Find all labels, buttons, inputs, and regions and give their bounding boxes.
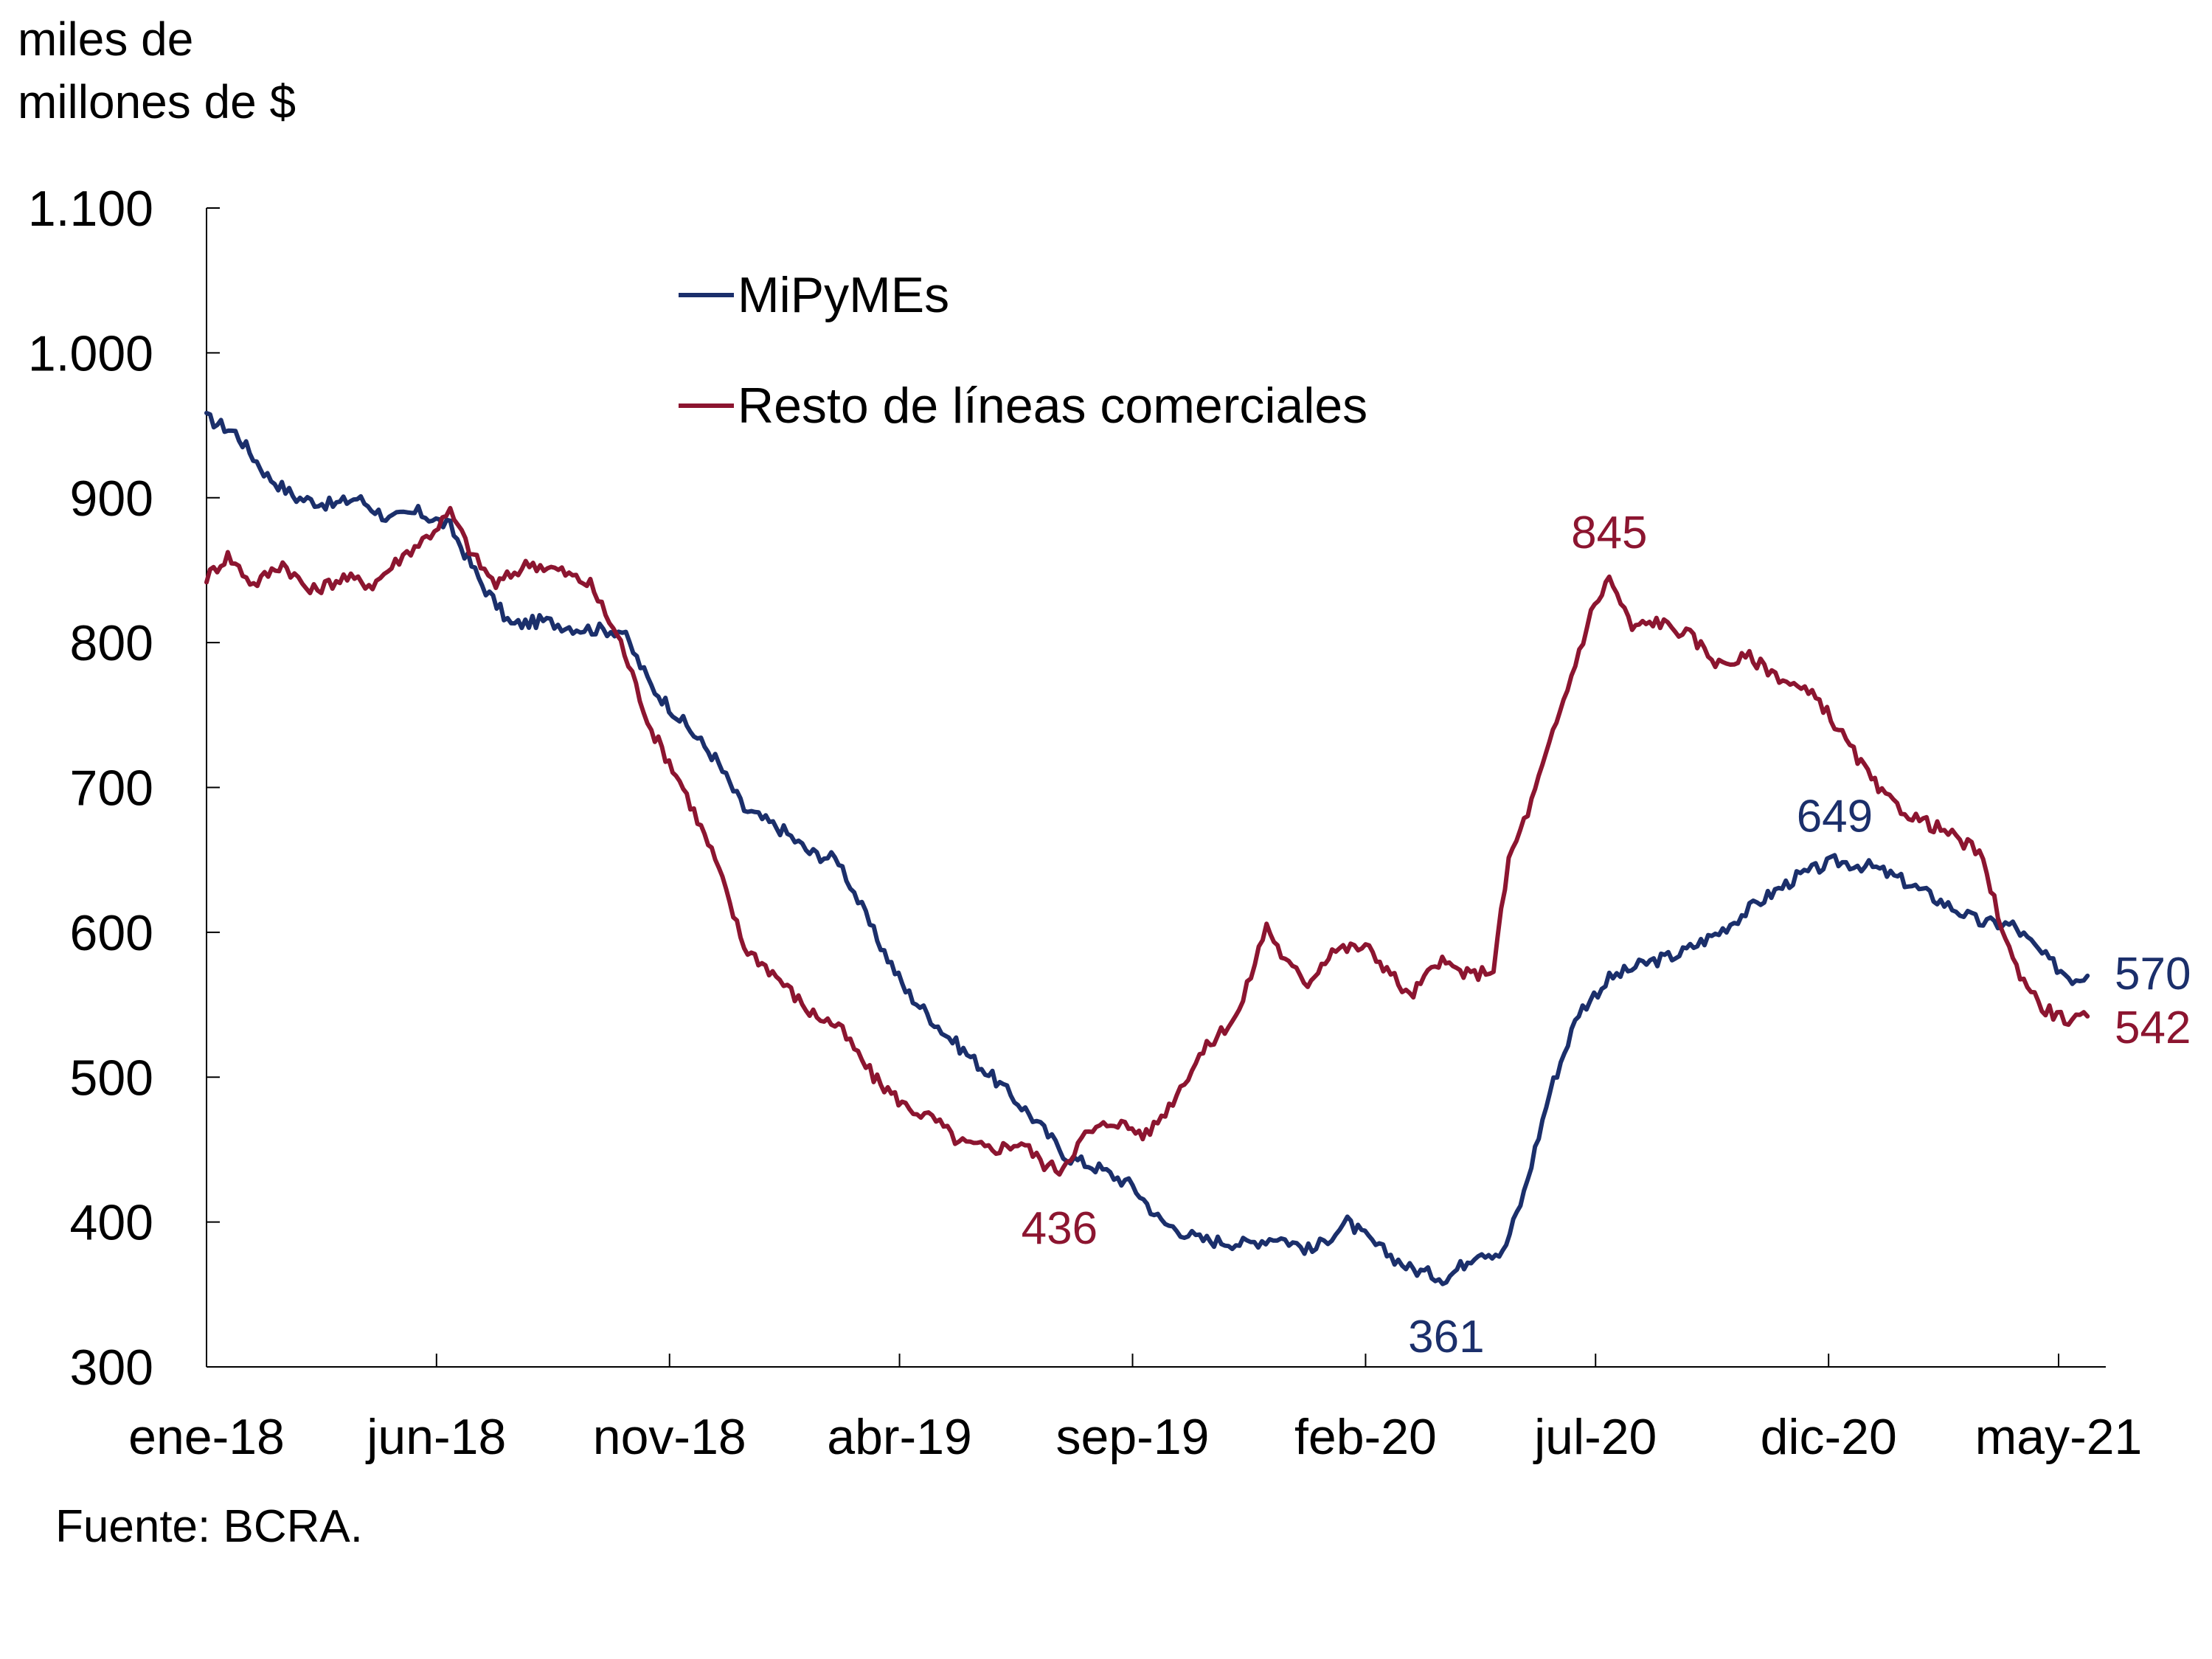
x-tick-label: dic-20 [1761, 1409, 1897, 1465]
legend-label-mipymes: MiPyMEs [738, 267, 949, 323]
y-tick-label: 900 [70, 471, 153, 527]
x-tick-label: abr-19 [827, 1409, 972, 1465]
series-line-mipymes [204, 410, 2090, 1286]
series-line-resto-de-l-neas-comerciales [204, 505, 2090, 1177]
x-tick-label: nov-18 [593, 1409, 746, 1465]
x-tick-label: sep-19 [1056, 1409, 1210, 1465]
y-tick-label: 1.000 [28, 325, 153, 381]
x-tick-label: jun-18 [365, 1409, 506, 1465]
source-note: Fuente: BCRA. [55, 1501, 363, 1552]
data-label-361: 361 [1408, 1312, 1484, 1362]
y-tick-label: 600 [70, 905, 153, 961]
y-tick-label: 400 [70, 1195, 153, 1251]
x-axis: ene-18 jun-18 nov-18 abr-19 sep-19 feb-20 jul-… [128, 1354, 2142, 1465]
legend: MiPyMEs Resto de líneas comerciales [679, 267, 1367, 434]
x-tick-label: feb-20 [1294, 1409, 1437, 1465]
legend-label-resto: Resto de líneas comerciales [738, 378, 1367, 434]
y-axis: 300 400 500 600 700 800 900 1.000 1.100 [28, 181, 220, 1396]
x-tick-label: may-21 [1975, 1409, 2143, 1465]
y-tick-label: 800 [70, 615, 153, 671]
y-tick-label: 700 [70, 761, 153, 817]
data-label-845: 845 [1571, 508, 1647, 558]
series-layer [204, 410, 2090, 1286]
y-tick-label: 500 [70, 1050, 153, 1106]
data-label-542: 542 [2115, 1002, 2191, 1053]
data-label-436: 436 [1022, 1203, 1098, 1254]
y-tick-label: 300 [70, 1340, 153, 1396]
x-tick-label: jul-20 [1533, 1409, 1657, 1465]
x-tick-label: ene-18 [128, 1409, 285, 1465]
y-unit-label-line-1: miles de [18, 13, 193, 66]
data-label-570: 570 [2115, 949, 2191, 1000]
y-unit-label-line-2: millones de $ [18, 75, 296, 128]
data-label-649: 649 [1797, 792, 1873, 842]
y-tick-label: 1.100 [28, 181, 153, 237]
